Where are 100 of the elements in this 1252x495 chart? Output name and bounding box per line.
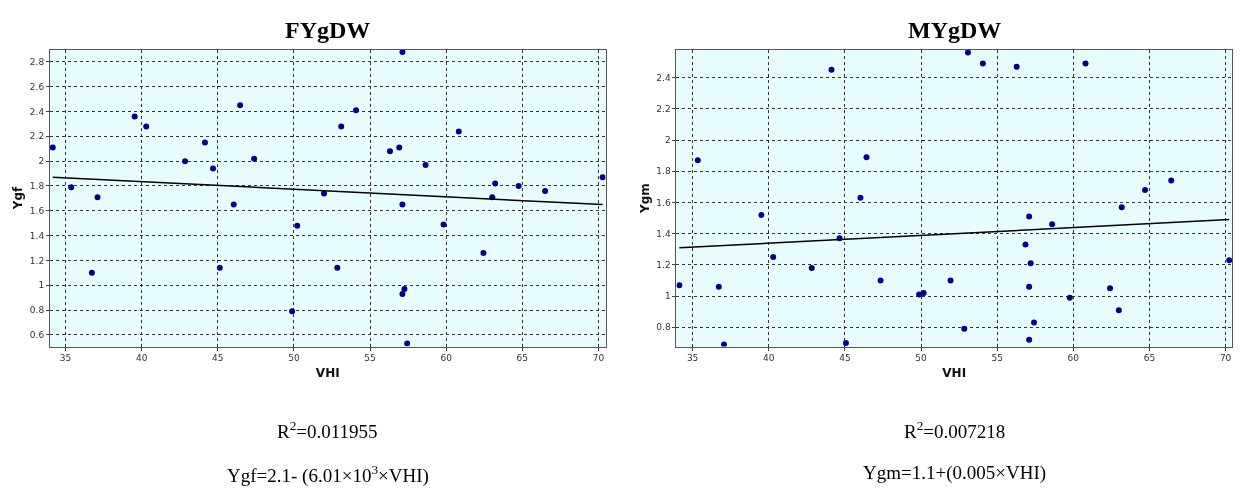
y-tick-label: 2.6: [29, 81, 45, 92]
point: [1066, 294, 1073, 301]
point: [338, 123, 345, 130]
point: [480, 249, 487, 256]
point: [515, 182, 522, 189]
point: [237, 102, 244, 109]
point: [399, 290, 406, 297]
x-tick-label: 60: [440, 353, 453, 364]
point: [50, 144, 56, 151]
x-tick-label: 55: [991, 353, 1003, 364]
point: [676, 282, 683, 289]
point: [230, 201, 237, 208]
x-axis-title: VHI: [315, 366, 340, 381]
point: [396, 144, 403, 151]
x-tick-label: 65: [1143, 353, 1156, 364]
x-tick-label: 65: [516, 353, 528, 364]
point: [404, 340, 411, 347]
x-tick-label: 45: [212, 353, 224, 364]
point: [1115, 307, 1122, 314]
point: [1026, 336, 1033, 343]
y-tick-label: 2.2: [29, 131, 45, 142]
point: [1027, 260, 1034, 267]
text: R$^{2}$=0.011955: [277, 418, 378, 442]
y-tick-label: 1.4: [656, 228, 671, 239]
point: [216, 264, 223, 271]
y-tick-label: 0.8: [656, 322, 671, 333]
y-tick-label: 2.8: [29, 57, 45, 68]
point: [1168, 177, 1175, 184]
x-tick-label: 55: [364, 353, 376, 364]
y-tick-label: 1: [664, 291, 671, 302]
point: [694, 157, 701, 164]
point: [720, 341, 727, 347]
x-tick-label: 60: [1067, 353, 1080, 364]
x-tick-label: 70: [592, 353, 605, 364]
y-tick-label: 0.8: [29, 305, 45, 316]
point: [877, 277, 884, 284]
point: [964, 49, 971, 56]
point: [1107, 285, 1114, 292]
y-tick-label: 1.4: [29, 230, 45, 241]
point: [1031, 319, 1038, 326]
point: [1049, 221, 1056, 228]
point: [979, 60, 986, 67]
point: [715, 283, 722, 290]
point: [961, 325, 968, 332]
x-tick-label: 50: [288, 353, 300, 364]
y-tick-label: 1.8: [29, 181, 45, 192]
text: Ygm=1.1+(0.005×VHI): [863, 462, 1047, 484]
x-tick-label: 35: [59, 353, 72, 364]
point: [386, 148, 393, 155]
point: [440, 221, 447, 228]
text: Ygf=2.1- (6.01×10$^{3}$×VHI): [227, 462, 429, 487]
point: [1013, 63, 1020, 70]
y-tick-label: 1.6: [29, 205, 45, 216]
point: [143, 123, 150, 130]
point: [94, 194, 101, 201]
x-axis-title: VHI: [942, 366, 967, 381]
point: [131, 113, 138, 120]
point: [1142, 186, 1149, 193]
point: [334, 264, 341, 271]
y-tick-label: 2.4: [656, 72, 671, 83]
x-tick-label: 70: [1219, 353, 1232, 364]
y-axis-title: Ygm: [637, 183, 652, 214]
y-tick-label: 1: [38, 280, 45, 291]
y-tick-label: 2: [38, 156, 45, 167]
point: [857, 194, 864, 201]
point: [401, 285, 408, 292]
point: [201, 139, 208, 146]
point: [422, 161, 429, 168]
point: [182, 158, 189, 165]
chart-title: FYgDW: [285, 17, 371, 43]
point: [1082, 60, 1089, 67]
y-tick-label: 1.8: [656, 166, 671, 177]
point: [1026, 283, 1033, 290]
point: [842, 339, 849, 346]
point: [770, 254, 777, 261]
point: [808, 265, 815, 271]
y-axis-title: Ygf: [11, 185, 26, 211]
point: [947, 277, 954, 284]
point: [1026, 213, 1033, 220]
y-tick-label: 0.6: [29, 329, 45, 340]
y-tick-label: 2: [664, 135, 671, 146]
point: [863, 154, 870, 161]
point: [210, 165, 217, 172]
point: [289, 308, 296, 315]
x-tick-label: 35: [686, 353, 699, 364]
point: [1118, 204, 1125, 211]
point: [1226, 257, 1232, 264]
point: [455, 128, 462, 135]
x-tick-label: 40: [763, 353, 775, 364]
point: [294, 222, 301, 229]
chart-title: MYgDW: [908, 17, 1002, 43]
y-tick-label: 1.2: [29, 255, 45, 266]
point: [758, 211, 765, 218]
point: [542, 187, 549, 194]
x-tick-label: 50: [915, 353, 928, 364]
point: [599, 174, 606, 181]
x-tick-label: 45: [839, 353, 851, 364]
point: [828, 66, 835, 73]
y-tick-label: 2.4: [29, 106, 45, 117]
point: [353, 107, 360, 114]
